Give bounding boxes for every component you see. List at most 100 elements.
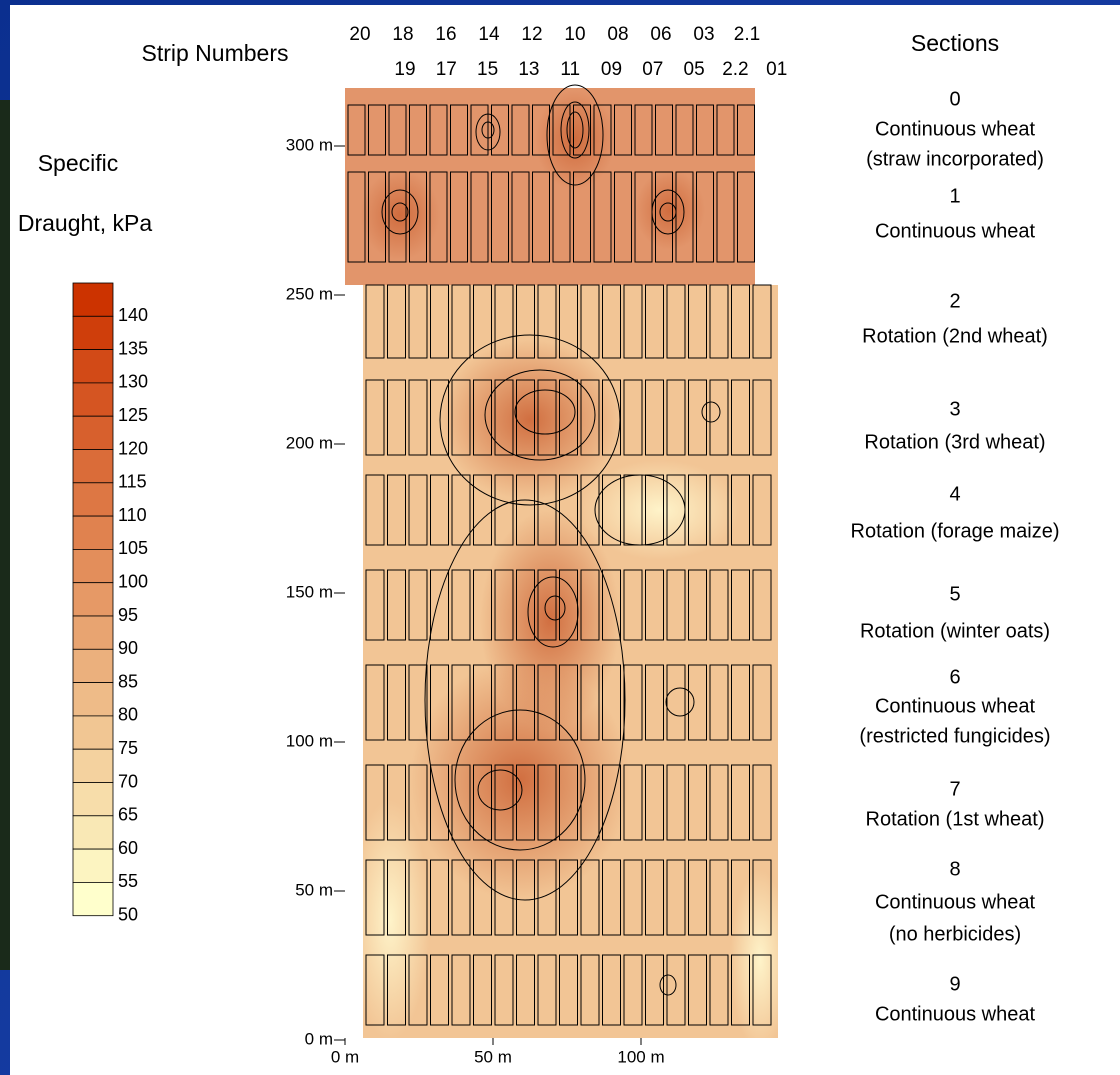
slide: Strip Numbers2018161412100806032.1191715… [0, 0, 1120, 1075]
legend-label: 125 [118, 405, 148, 425]
legend-swatch [73, 583, 113, 616]
legend-label: 75 [118, 738, 138, 758]
legend-swatch [73, 483, 113, 516]
y-tick-label: 250 m [286, 284, 333, 303]
legend-swatch [73, 683, 113, 716]
section-label: (straw incorporated) [866, 148, 1044, 170]
legend-label: 135 [118, 338, 148, 358]
strip-number: 07 [642, 59, 663, 80]
section-label: Rotation (1st wheat) [866, 808, 1045, 830]
legend-swatch [73, 283, 113, 316]
legend-swatch [73, 316, 113, 349]
section-label: (no herbicides) [889, 923, 1021, 945]
legend-label: 110 [118, 505, 147, 525]
legend-swatch [73, 716, 113, 749]
legend-swatch [73, 783, 113, 816]
section-number: 1 [949, 185, 960, 207]
section-number: 5 [949, 583, 960, 605]
legend-label: 95 [118, 605, 138, 625]
legend-title: Draught, kPa [18, 210, 152, 236]
y-tick-label: 200 m [286, 433, 333, 452]
strip-number: 01 [766, 59, 787, 80]
legend-swatch [73, 416, 113, 449]
section-label: (restricted fungicides) [859, 725, 1050, 747]
strip-number: 08 [607, 24, 628, 45]
section-number: 7 [949, 778, 960, 800]
strip-number: 03 [693, 24, 714, 45]
legend-label: 55 [118, 871, 138, 891]
legend-label: 80 [118, 705, 138, 725]
section-label: Continuous wheat [875, 891, 1036, 913]
section-number: 9 [949, 973, 960, 995]
legend-swatch [73, 616, 113, 649]
section-number: 6 [949, 666, 960, 688]
legend-swatch [73, 649, 113, 682]
legend-label: 90 [118, 638, 138, 658]
strip-number: 2.1 [734, 24, 760, 45]
legend-swatch [73, 383, 113, 416]
x-tick-label: 100 m [617, 1047, 664, 1066]
section-label: Rotation (2nd wheat) [862, 325, 1048, 347]
strip-number: 10 [564, 24, 585, 45]
strip-number: 05 [684, 59, 705, 80]
strip-number: 06 [650, 24, 671, 45]
legend-label: 130 [118, 372, 148, 392]
strip-number: 18 [392, 24, 413, 45]
legend-swatch [73, 849, 113, 882]
y-tick-label: 100 m [286, 731, 333, 750]
legend-label: 115 [118, 472, 147, 492]
strip-number: 20 [349, 24, 370, 45]
legend-label: 140 [118, 305, 148, 325]
y-tick-label: 150 m [286, 582, 333, 601]
contour-fill [635, 170, 705, 250]
contour-fill [360, 170, 440, 260]
strip-number: 15 [477, 59, 498, 80]
y-tick-label: 0 m [305, 1029, 333, 1048]
x-tick-label: 0 m [331, 1047, 359, 1066]
section-label: Rotation (winter oats) [860, 620, 1050, 642]
section-label: Rotation (forage maize) [851, 520, 1060, 542]
section-label: Rotation (3rd wheat) [864, 431, 1045, 453]
image-edge [0, 100, 10, 970]
legend-swatch [73, 749, 113, 782]
strip-number: 13 [518, 59, 539, 80]
legend-swatch [73, 450, 113, 483]
section-number: 0 [949, 88, 960, 110]
section-number: 2 [949, 290, 960, 312]
strip-title: Strip Numbers [142, 40, 289, 66]
legend-swatch [73, 816, 113, 849]
sections-title: Sections [911, 30, 999, 56]
strip-number: 09 [601, 59, 622, 80]
section-label: Continuous wheat [875, 1003, 1036, 1025]
legend-label: 50 [118, 904, 138, 924]
section-number: 4 [949, 483, 960, 505]
strip-number: 11 [560, 59, 580, 80]
section-number: 3 [949, 398, 960, 420]
y-tick-label: 50 m [295, 880, 333, 899]
legend-swatch [73, 350, 113, 383]
section-label: Continuous wheat [875, 118, 1036, 140]
legend-label: 120 [118, 438, 148, 458]
legend-swatch [73, 549, 113, 582]
legend-swatch [73, 516, 113, 549]
y-tick-label: 300 m [286, 135, 333, 154]
legend-label: 85 [118, 671, 138, 691]
contour-fill [440, 340, 620, 500]
strip-number: 16 [435, 24, 456, 45]
legend-label: 65 [118, 805, 138, 825]
x-tick-label: 50 m [474, 1047, 512, 1066]
section-label: Continuous wheat [875, 220, 1036, 242]
strip-number: 2.2 [722, 59, 748, 80]
legend-swatch [73, 882, 113, 915]
strip-number: 19 [394, 59, 415, 80]
section-label: Continuous wheat [875, 695, 1036, 717]
legend-title: Specific [38, 150, 119, 176]
strip-number: 17 [436, 59, 457, 80]
strip-number: 12 [521, 24, 542, 45]
legend-label: 70 [118, 771, 138, 791]
field-map [345, 85, 790, 1050]
legend-label: 60 [118, 838, 138, 858]
legend-label: 105 [118, 538, 148, 558]
section-number: 8 [949, 858, 960, 880]
strip-number: 14 [478, 24, 500, 45]
